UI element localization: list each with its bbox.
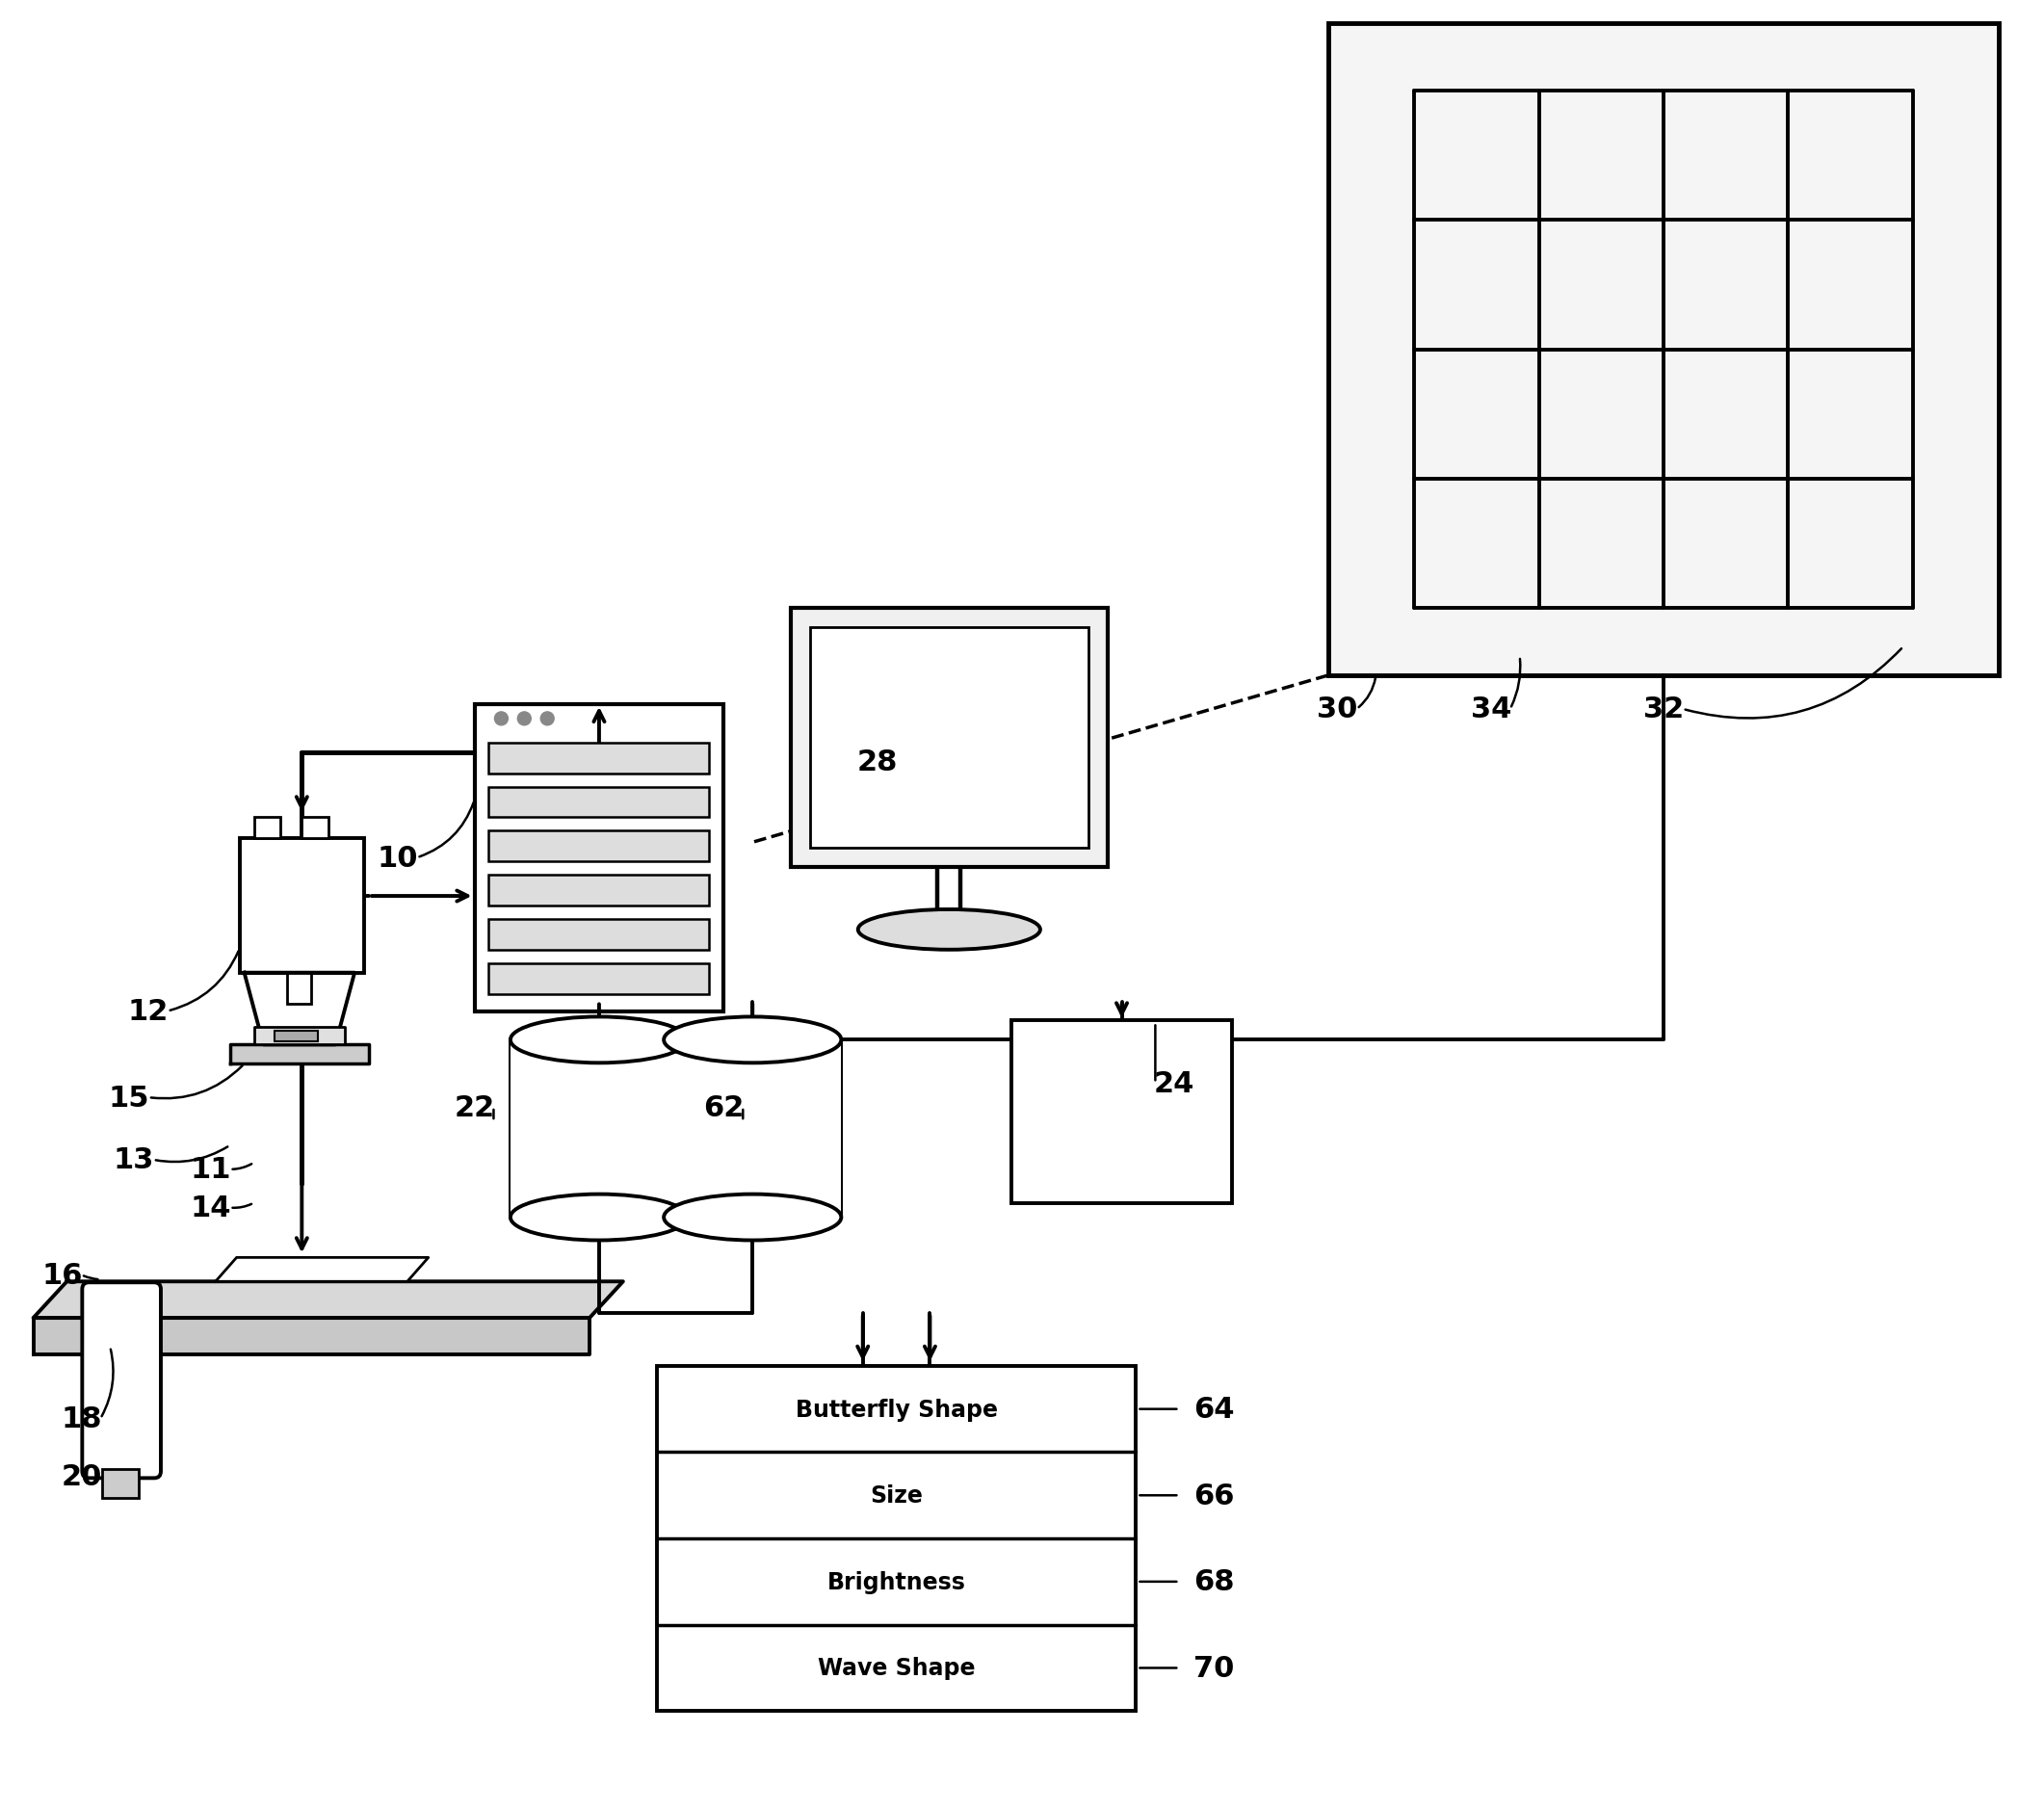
Ellipse shape: [664, 1018, 842, 1063]
Ellipse shape: [664, 1195, 842, 1241]
Text: 11: 11: [190, 1155, 231, 1184]
Circle shape: [540, 712, 554, 726]
Polygon shape: [215, 1259, 429, 1282]
Bar: [489, 743, 709, 773]
Text: 66: 66: [1194, 1481, 1235, 1509]
Bar: [489, 875, 709, 906]
Text: 22: 22: [454, 1094, 495, 1121]
Text: 12: 12: [129, 998, 170, 1025]
Text: 15: 15: [108, 1083, 149, 1112]
Bar: [276, 1032, 319, 1041]
Bar: [253, 819, 280, 838]
Bar: [1329, 24, 1999, 676]
Bar: [809, 628, 1087, 849]
Text: 20: 20: [61, 1461, 102, 1490]
Text: 34: 34: [1470, 695, 1511, 723]
FancyBboxPatch shape: [82, 1282, 161, 1478]
Text: 18: 18: [61, 1405, 102, 1433]
Polygon shape: [33, 1282, 623, 1318]
Bar: [474, 704, 724, 1011]
Bar: [239, 838, 364, 973]
Bar: [1012, 1021, 1233, 1203]
Circle shape: [517, 712, 531, 726]
Bar: [664, 1040, 842, 1217]
Bar: [489, 788, 709, 819]
Text: Size: Size: [871, 1483, 922, 1507]
Text: Wave Shape: Wave Shape: [818, 1657, 975, 1679]
Text: 13: 13: [114, 1146, 155, 1174]
Text: 14: 14: [190, 1193, 231, 1222]
Bar: [791, 608, 1108, 867]
Text: 30: 30: [1316, 695, 1357, 723]
Text: 70: 70: [1194, 1653, 1235, 1682]
Text: 68: 68: [1194, 1568, 1235, 1595]
Bar: [489, 831, 709, 862]
Polygon shape: [229, 1045, 368, 1065]
Polygon shape: [253, 1027, 345, 1045]
Bar: [489, 920, 709, 951]
Text: Butterfly Shape: Butterfly Shape: [795, 1398, 997, 1422]
Ellipse shape: [858, 909, 1040, 951]
Text: Brightness: Brightness: [828, 1570, 965, 1594]
Circle shape: [495, 712, 509, 726]
Text: 32: 32: [1643, 695, 1684, 723]
Text: 16: 16: [41, 1260, 82, 1289]
Ellipse shape: [511, 1195, 687, 1241]
Text: 28: 28: [856, 748, 897, 777]
Ellipse shape: [511, 1018, 687, 1063]
Bar: [656, 1365, 1136, 1711]
Text: 24: 24: [1155, 1068, 1196, 1097]
Bar: [288, 973, 311, 1003]
Polygon shape: [33, 1318, 589, 1355]
Bar: [102, 1469, 139, 1498]
Text: 10: 10: [378, 844, 419, 873]
Polygon shape: [245, 973, 354, 1045]
Text: 62: 62: [703, 1094, 744, 1121]
Bar: [489, 963, 709, 994]
Bar: [303, 819, 329, 838]
Text: 64: 64: [1194, 1394, 1235, 1423]
Bar: [511, 1040, 687, 1217]
